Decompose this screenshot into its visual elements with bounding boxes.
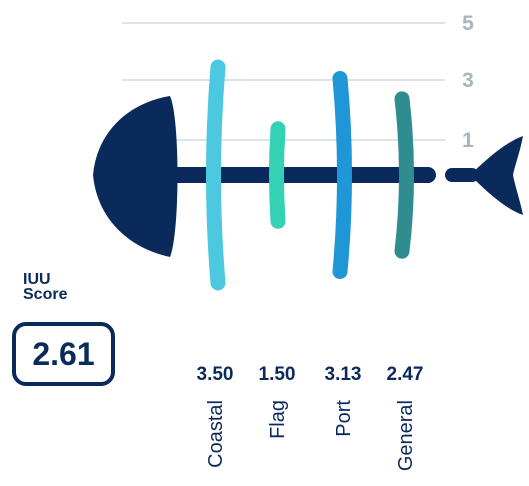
iuu-score-label: IUU Score: [23, 271, 68, 303]
value-label-coastal: 3.50: [197, 364, 234, 385]
bone-general: [394, 91, 414, 259]
iuu-score-value: 2.61: [32, 335, 95, 372]
y-tick-label-5: 5: [462, 12, 474, 35]
category-label-port: Port: [333, 400, 355, 437]
fish-head: [93, 96, 178, 257]
value-label-general: 2.47: [387, 364, 424, 385]
iuu-score-box: 2.61: [12, 322, 115, 386]
fish-tail: [470, 136, 523, 215]
iuu-score-label-line1: IUU: [23, 271, 51, 288]
category-label-flag: Flag: [267, 400, 289, 439]
value-label-port: 3.13: [325, 364, 362, 385]
iuu-score-label-line2: Score: [23, 286, 68, 303]
y-tick-label-3: 3: [462, 69, 474, 92]
bone-coastal: [206, 59, 226, 291]
y-tick-label-1: 1: [462, 129, 474, 152]
bone-flag: [269, 121, 286, 229]
category-label-coastal: Coastal: [205, 400, 227, 468]
value-label-flag: 1.50: [259, 364, 296, 385]
category-label-general: General: [395, 400, 417, 471]
bone-port: [332, 70, 352, 280]
